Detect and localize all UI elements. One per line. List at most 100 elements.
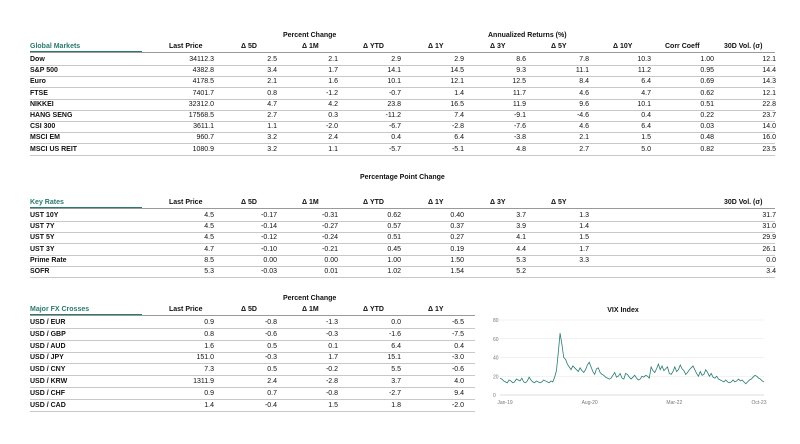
table-cell: 2.1 xyxy=(579,134,589,142)
table-cell: 2.4 xyxy=(328,134,338,142)
table-cell: 3.9 xyxy=(516,223,526,231)
table-cell: 0.8 xyxy=(204,330,214,338)
vix-series-line xyxy=(499,333,765,385)
table-cell: 2.9 xyxy=(391,56,401,63)
row-label: UST 5Y xyxy=(30,234,55,242)
table-cell: 8.5 xyxy=(204,256,214,264)
table-cell: 0.69 xyxy=(700,78,714,86)
table-cell: 4.7 xyxy=(204,245,214,253)
row-divider xyxy=(30,410,475,412)
global-markets-title: Global Markets xyxy=(30,42,142,52)
table-cell: 1311.9 xyxy=(193,378,214,385)
table-cell: 10.1 xyxy=(387,78,401,86)
col-dytd: Δ YTD xyxy=(363,199,384,206)
col-d1m: Δ 1M xyxy=(302,306,319,313)
table-cell: 4.7 xyxy=(641,89,651,97)
col-d1y: Δ 1Y xyxy=(428,43,444,50)
col-dytd: Δ YTD xyxy=(363,43,384,50)
row-divider xyxy=(30,87,775,89)
col-d3y: Δ 3Y xyxy=(490,199,506,206)
table-cell: 0.19 xyxy=(450,245,464,253)
table-cell: 31.7 xyxy=(762,212,776,219)
table-cell: 4.7 xyxy=(267,100,277,108)
table-cell: 1.00 xyxy=(700,56,714,63)
y-tick-label: 40 xyxy=(493,356,499,362)
table-cell: 5.2 xyxy=(516,268,526,275)
col-d1y: Δ 1Y xyxy=(428,199,444,206)
row-label: USD / KRW xyxy=(30,378,68,385)
row-label: USD / CHF xyxy=(30,389,65,397)
row-divider xyxy=(30,277,775,278)
table-cell: 0.5 xyxy=(267,342,277,350)
table-cell: 0.9 xyxy=(204,319,214,326)
table-cell: 0.7 xyxy=(267,389,277,397)
table-cell: 5.3 xyxy=(204,268,214,275)
table-cell: 10.3 xyxy=(637,56,651,63)
table-cell: 12.1 xyxy=(450,78,464,86)
col-d5d: Δ 5D xyxy=(241,306,257,313)
table-cell: -5.1 xyxy=(451,145,464,153)
table-cell: 4.5 xyxy=(204,212,214,219)
table-cell: 0.62 xyxy=(700,89,714,97)
table-cell: 14.3 xyxy=(762,78,776,86)
table-cell: 3.3 xyxy=(579,256,589,264)
table-cell: 3.2 xyxy=(267,145,277,153)
table-cell: -3.8 xyxy=(513,134,526,142)
table-cell: -1.3 xyxy=(325,319,338,326)
table-cell: 34112.3 xyxy=(189,56,214,63)
table-cell: 1.02 xyxy=(387,268,401,275)
y-tick-label: 80 xyxy=(493,318,499,324)
table-cell: 5.3 xyxy=(516,256,526,264)
table-cell: 1.8 xyxy=(391,401,401,409)
col-d5d: Δ 5D xyxy=(241,43,257,50)
col-last-price: Last Price xyxy=(169,199,203,206)
percentage-point-change-header: Percentage Point Change xyxy=(360,174,445,181)
table-cell: -3.0 xyxy=(451,354,464,362)
table-cell: 6.4 xyxy=(641,78,651,86)
table-cell: 4.8 xyxy=(516,145,526,153)
table-cell: 32312.0 xyxy=(188,100,214,108)
table-cell: -0.3 xyxy=(264,354,277,362)
table-cell: 0.1 xyxy=(328,342,338,350)
table-cell: 11.7 xyxy=(512,89,526,97)
fx-crosses-title: Major FX Crosses xyxy=(30,305,142,315)
table-cell: 3611.1 xyxy=(193,123,214,131)
table-cell: 9.6 xyxy=(579,100,589,108)
x-tick-label: Aug-20 xyxy=(582,400,598,406)
table-cell: 151.0 xyxy=(196,354,214,362)
table-cell: -4.6 xyxy=(576,112,589,119)
col-d5y: Δ 5Y xyxy=(551,43,567,50)
table-cell: 0.4 xyxy=(391,134,401,142)
row-divider xyxy=(30,221,775,222)
table-cell: 7.3 xyxy=(204,366,214,374)
table-cell: -1.6 xyxy=(388,330,401,338)
table-cell: 0.27 xyxy=(450,234,464,242)
table-cell: 14.1 xyxy=(387,67,401,75)
table-cell: 0.0 xyxy=(766,256,776,264)
row-label: Dow xyxy=(30,56,45,63)
row-label: HANG SENG xyxy=(30,112,73,119)
row-label: UST 7Y xyxy=(30,223,55,231)
table-cell: -9.1 xyxy=(513,112,526,119)
table-cell: 14.4 xyxy=(762,67,776,75)
table-cell: -0.7 xyxy=(388,89,401,97)
table-cell: 0.3 xyxy=(328,112,338,119)
row-label: USD / GBP xyxy=(30,330,66,338)
row-divider xyxy=(30,65,775,66)
table-cell: 0.51 xyxy=(387,234,401,242)
row-label: S&P 500 xyxy=(30,67,58,75)
table-cell: 0.95 xyxy=(700,67,714,75)
row-label: NIKKEI xyxy=(30,100,54,108)
table-cell: 7401.7 xyxy=(192,89,214,97)
table-cell: 3.7 xyxy=(391,378,401,385)
table-cell: -0.27 xyxy=(322,223,338,231)
table-cell: -2.0 xyxy=(325,123,338,131)
table-cell: 11.1 xyxy=(575,67,589,75)
table-cell: 0.62 xyxy=(387,212,401,219)
table-cell: 10.1 xyxy=(637,100,651,108)
table-cell: 5.5 xyxy=(391,366,401,374)
row-label: USD / EUR xyxy=(30,319,66,326)
x-tick-label: Oct-23 xyxy=(751,400,766,406)
table-cell: -7.5 xyxy=(451,330,464,338)
table-cell: -2.7 xyxy=(388,389,401,397)
